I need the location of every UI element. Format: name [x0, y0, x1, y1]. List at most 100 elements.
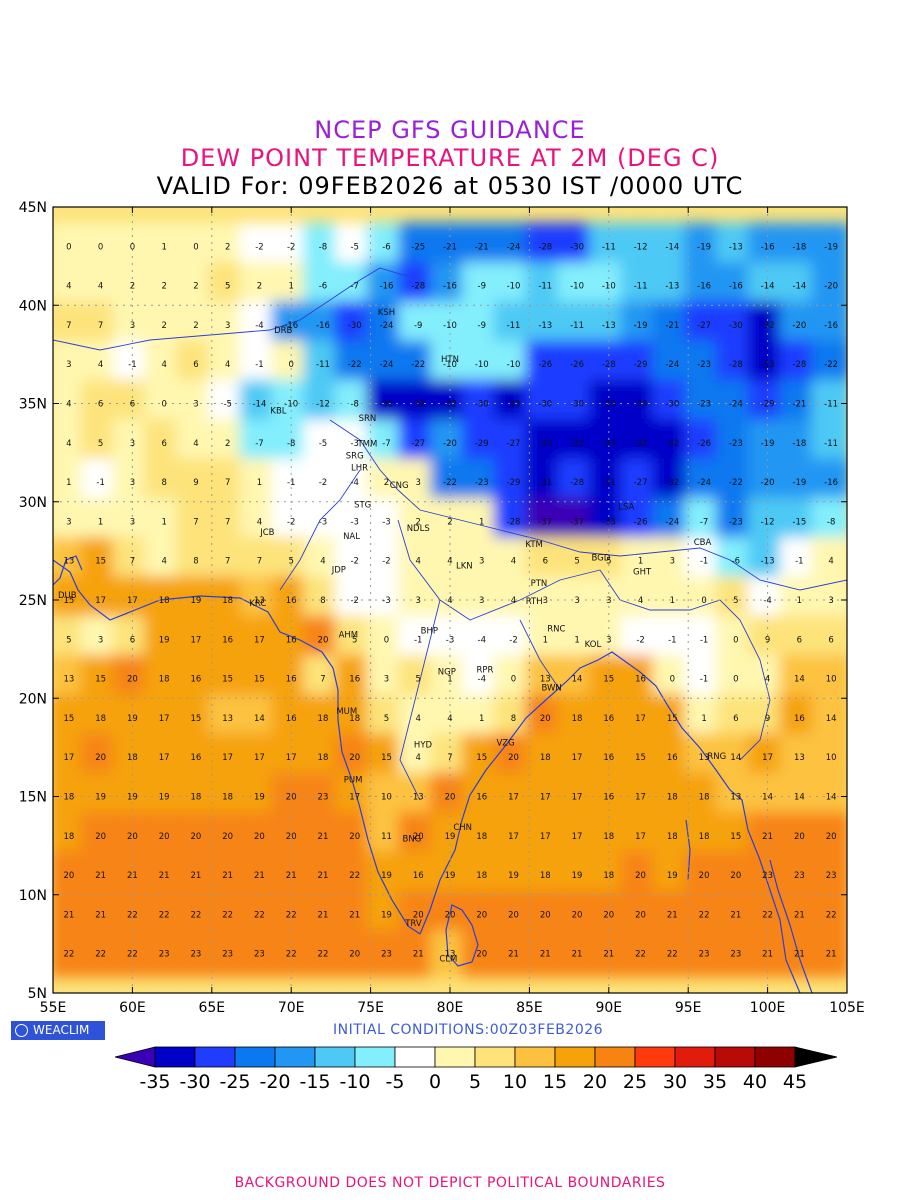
legend-label: 25	[623, 1071, 647, 1093]
grid-value: 4	[447, 714, 452, 724]
grid-value: 18	[159, 596, 170, 606]
grid-value: 3	[543, 596, 548, 606]
grid-value: -32	[665, 478, 679, 488]
grid-value: 16	[286, 675, 297, 685]
grid-value: 18	[476, 832, 487, 842]
grid-value: -20	[761, 478, 775, 488]
grid-value: 14	[730, 753, 741, 763]
grid-value: -10	[602, 282, 616, 292]
grid-value: 16	[476, 793, 487, 803]
grid-value: -20	[443, 439, 457, 449]
grid-value: 20	[540, 714, 551, 724]
grid-value: -8	[287, 439, 295, 449]
grid-value: 4	[511, 596, 516, 606]
grid-value: 22	[254, 910, 265, 920]
grid-value: -6	[319, 282, 327, 292]
grid-value: -1	[287, 478, 295, 488]
grid-value: 23	[191, 950, 202, 960]
grid-value: 20	[222, 832, 233, 842]
grid-value: 8	[511, 714, 516, 724]
grid-value: 21	[413, 950, 424, 960]
station-label: RPR	[476, 666, 493, 676]
station-label: RNG	[707, 752, 726, 762]
coastline-west	[53, 559, 421, 935]
grid-value: 0	[384, 635, 389, 645]
grid-value: -11	[570, 321, 584, 331]
grid-value: 4	[98, 282, 103, 292]
grid-value: 20	[635, 871, 646, 881]
legend-label: 5	[469, 1071, 481, 1093]
station-label: RNC	[547, 624, 565, 634]
grid-value: 14	[254, 714, 265, 724]
grid-value: 3	[130, 517, 135, 527]
station-label: CLM	[439, 955, 457, 965]
grid-value: 23	[381, 950, 392, 960]
grid-values: 0 0 0 1 0 2 -2 -2 -8 -5 -6 -25 -21 -21 -24 -28 -30 -11 -12…	[63, 242, 838, 959]
field-cells	[53, 222, 847, 978]
grid-value: 23	[826, 871, 837, 881]
grid-value: 17	[540, 793, 551, 803]
grid-value: 21	[159, 871, 170, 881]
grid-value: -26	[570, 360, 584, 370]
grid-value: -24	[380, 321, 394, 331]
grid-value: -37	[538, 517, 552, 527]
grid-value: -20	[824, 282, 838, 292]
grid-value: 18	[349, 714, 360, 724]
grid-value: -32	[380, 400, 394, 410]
grid-value: 19	[445, 871, 456, 881]
grid-value: -23	[697, 400, 711, 410]
grid-value: -30	[665, 400, 679, 410]
logo-text: WEACLIM	[33, 1023, 90, 1037]
station-label: RTH	[526, 597, 543, 607]
station-label: AHM	[339, 630, 359, 640]
grid-value: -13	[729, 242, 743, 252]
grid-value: -21	[443, 242, 457, 252]
grid-value: 5	[384, 714, 389, 724]
grid-value: 15	[667, 714, 678, 724]
grid-value: -8	[350, 400, 358, 410]
legend-label: 15	[543, 1071, 567, 1093]
grid-value: 21	[191, 871, 202, 881]
legend-label: -30	[179, 1071, 210, 1093]
grid-value: 1	[479, 517, 484, 527]
grid-value: 5	[416, 675, 421, 685]
grid-value: 13	[413, 793, 424, 803]
legend-swatch	[234, 1046, 276, 1068]
grid-value: 2	[416, 517, 421, 527]
grid-value: -18	[792, 439, 806, 449]
grid-value: 20	[349, 753, 360, 763]
grid-value: 16	[286, 714, 297, 724]
grid-value: 20	[476, 950, 487, 960]
grid-value: -10	[475, 360, 489, 370]
grid-value: -23	[729, 517, 743, 527]
station-label: GHT	[633, 567, 652, 577]
grid-value: 16	[635, 675, 646, 685]
grid-value: 7	[320, 675, 325, 685]
station-label: KTM	[525, 540, 542, 550]
grid-value: -33	[602, 439, 616, 449]
grid-value: -12	[316, 400, 330, 410]
logo-circle-icon	[15, 1024, 28, 1037]
grid-value: -2	[636, 635, 644, 645]
grid-value: 18	[63, 832, 74, 842]
grid-value: -27	[697, 321, 711, 331]
grid-value: 13	[63, 557, 74, 567]
grid-value: -28	[507, 517, 521, 527]
legend-swatch	[594, 1046, 636, 1068]
station-label: TMM	[356, 440, 377, 450]
grid-value: 20	[191, 832, 202, 842]
grid-value: 16	[191, 753, 202, 763]
station-label: BHP	[421, 626, 438, 636]
grid-value: 20	[508, 753, 519, 763]
grid-value: -24	[665, 517, 679, 527]
grid-value: 20	[476, 910, 487, 920]
grid-value: 14	[572, 675, 583, 685]
grid-value: 20	[413, 910, 424, 920]
y-tick-label: 45N	[19, 200, 47, 216]
grid-value: 17	[508, 793, 519, 803]
grid-value: -30	[475, 400, 489, 410]
grid-value: -3	[382, 517, 390, 527]
grid-value: 17	[63, 753, 74, 763]
grid-value: 3	[98, 635, 103, 645]
grid-value: -1	[700, 557, 708, 567]
